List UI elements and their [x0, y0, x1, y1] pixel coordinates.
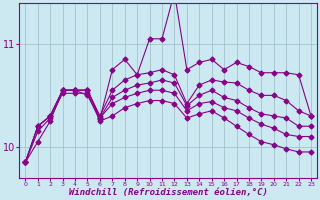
X-axis label: Windchill (Refroidissement éolien,°C): Windchill (Refroidissement éolien,°C)	[69, 188, 268, 197]
